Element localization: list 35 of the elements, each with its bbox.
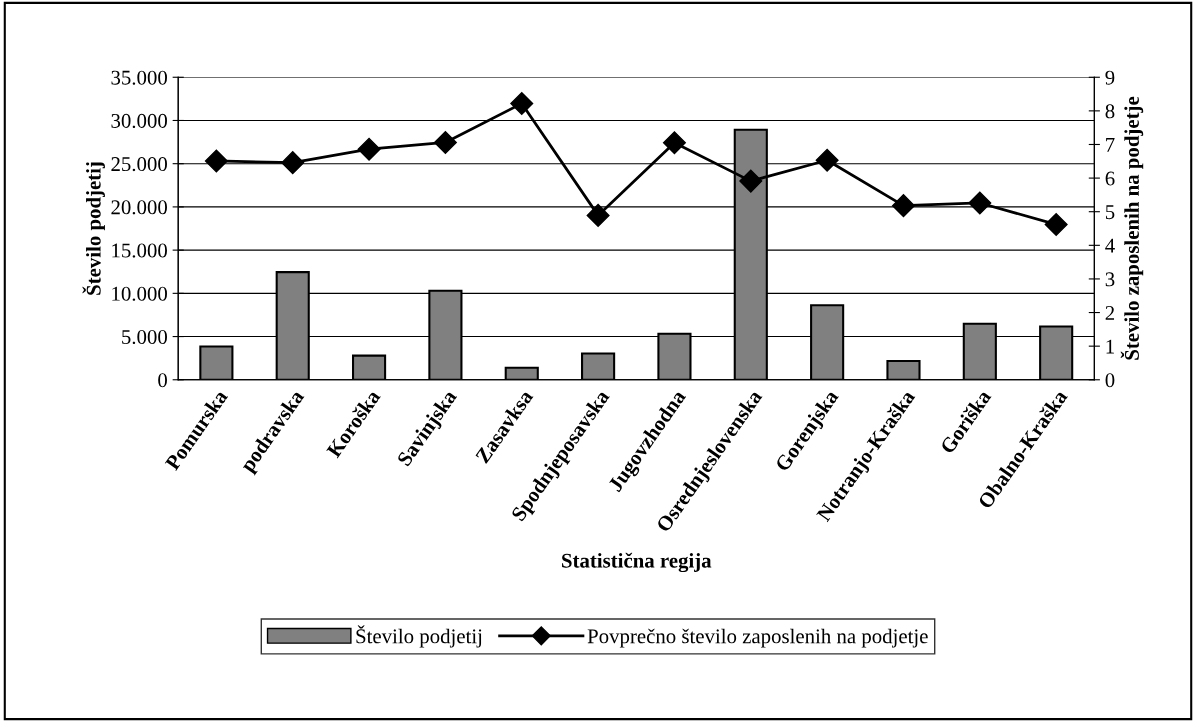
y2-tick-label: 6 xyxy=(1105,171,1115,186)
y-tick-label: 5.000 xyxy=(122,329,167,345)
point xyxy=(1044,212,1068,236)
point xyxy=(281,151,305,175)
point xyxy=(510,91,534,115)
y-tick-label: 30.000 xyxy=(111,113,167,128)
y2-tick-label: 8 xyxy=(1105,104,1115,119)
y-tick-label: 10.000 xyxy=(112,286,167,301)
x-axis-title: Statistična regija xyxy=(562,552,712,573)
y-tick-label: 0 xyxy=(158,373,167,388)
y-axis-title: Število podjetij xyxy=(82,162,105,295)
y2-tick-label: 1 xyxy=(1106,339,1114,354)
y2-tick-label: 7 xyxy=(1106,138,1115,152)
point xyxy=(357,137,381,161)
y2-tick-label: 3 xyxy=(1105,272,1115,287)
y-tick-label: 35.000 xyxy=(111,70,167,85)
y2-tick-label: 0 xyxy=(1105,373,1115,388)
point xyxy=(433,130,457,154)
y2-tick-label: 4 xyxy=(1105,238,1115,253)
y2-tick-label: 2 xyxy=(1105,305,1115,320)
point xyxy=(739,169,763,193)
y-tick-label: 25.000 xyxy=(111,157,167,172)
y-tick-label: 20.000 xyxy=(111,200,167,215)
point xyxy=(891,194,915,218)
point xyxy=(968,191,992,215)
point xyxy=(586,203,610,227)
y-tick-label: 15.000 xyxy=(112,243,167,258)
legend-label: Povprečno število zaposlenih na podjetje xyxy=(587,628,928,648)
legend-label: Število podjetij xyxy=(356,625,482,648)
point xyxy=(815,148,839,172)
y2-tick-label: 5 xyxy=(1105,205,1115,220)
y2-axis-title: Število zaposlenih na podjetje xyxy=(1120,96,1144,360)
point xyxy=(204,149,228,173)
point xyxy=(662,131,686,155)
y2-tick-label: 9 xyxy=(1105,70,1115,85)
